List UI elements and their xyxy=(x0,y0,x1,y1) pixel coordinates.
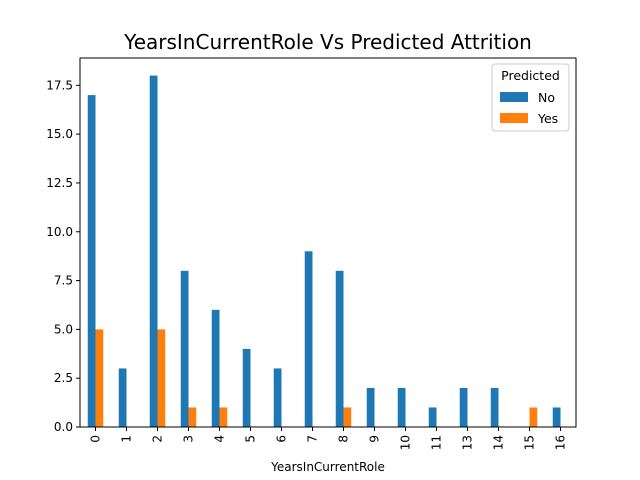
x-tick-label: 13 xyxy=(461,435,475,450)
x-tick-label: 16 xyxy=(554,435,568,450)
x-tick-label: 7 xyxy=(306,435,320,443)
bar-no-1 xyxy=(118,368,127,427)
x-tick-label: 4 xyxy=(213,435,227,443)
x-tick-label: 6 xyxy=(275,435,289,443)
plot-frame xyxy=(79,57,577,428)
legend: Predicted No Yes xyxy=(491,63,570,132)
chart-title: YearsInCurrentRole Vs Predicted Attritio… xyxy=(123,30,532,54)
bar-no-5 xyxy=(242,348,251,427)
y-tick-label: 10.0 xyxy=(46,225,73,239)
legend-label-yes: Yes xyxy=(537,111,558,126)
x-tick-label: 3 xyxy=(182,435,196,443)
x-tick-label: 15 xyxy=(523,435,537,450)
x-tick-label: 5 xyxy=(244,435,258,443)
bars xyxy=(87,75,561,428)
bar-yes-8 xyxy=(343,407,352,427)
x-tick-label: 9 xyxy=(368,435,382,443)
legend-label-no: No xyxy=(538,90,555,105)
bar-no-8 xyxy=(335,270,344,427)
bar-yes-0 xyxy=(95,329,104,427)
y-tick-label: 12.5 xyxy=(46,176,73,190)
bar-yes-3 xyxy=(188,407,197,427)
axes: 0.0 2.5 5.0 7.5 10.0 12.5 15.0 17.5 0 1 2 3 4 5 6 7 8 9 10… xyxy=(46,57,577,450)
x-tick-label: 11 xyxy=(430,435,444,450)
bar-no-11 xyxy=(428,407,437,427)
bar-yes-4 xyxy=(219,407,228,427)
legend-swatch-yes xyxy=(500,113,528,123)
x-tick-label: 1 xyxy=(120,435,134,443)
x-tick-label: 8 xyxy=(337,435,351,443)
bar-no-9 xyxy=(366,387,375,427)
bar-no-3 xyxy=(180,270,189,427)
bar-yes-15 xyxy=(529,407,538,427)
bar-no-13 xyxy=(459,387,468,427)
y-tick-label: 15.0 xyxy=(46,127,73,141)
x-tick-label: 10 xyxy=(399,435,413,450)
y-tick-label: 2.5 xyxy=(54,371,73,385)
bar-no-0 xyxy=(87,95,96,427)
x-tick-label: 0 xyxy=(89,435,103,443)
y-tick-label: 17.5 xyxy=(46,78,73,92)
legend-title: Predicted xyxy=(501,68,560,83)
y-tick-label: 7.5 xyxy=(54,274,73,288)
bar-no-2 xyxy=(149,75,158,428)
bar-no-14 xyxy=(490,387,499,427)
bar-no-6 xyxy=(273,368,282,427)
bar-no-4 xyxy=(211,309,220,427)
x-tick-label: 2 xyxy=(151,435,165,443)
bar-no-16 xyxy=(552,407,561,427)
x-axis-label: YearsInCurrentRole xyxy=(270,460,385,474)
y-tick-label: 0.0 xyxy=(54,420,73,434)
legend-swatch-no xyxy=(500,92,528,102)
y-tick-label: 5.0 xyxy=(54,322,73,336)
bar-no-7 xyxy=(304,251,313,427)
bar-no-10 xyxy=(397,387,406,427)
x-tick-label: 14 xyxy=(492,435,506,450)
bar-yes-2 xyxy=(157,329,166,427)
